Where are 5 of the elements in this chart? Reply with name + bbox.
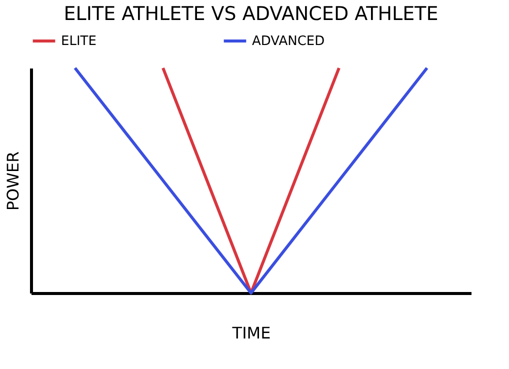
y-axis-title: POWER — [4, 151, 22, 211]
legend-label: ADVANCED — [252, 34, 325, 49]
legend-label: ELITE — [61, 34, 96, 49]
x-axis-title: TIME — [231, 324, 271, 342]
chart-title: ELITE ATHLETE VS ADVANCED ATHLETE — [64, 3, 438, 25]
